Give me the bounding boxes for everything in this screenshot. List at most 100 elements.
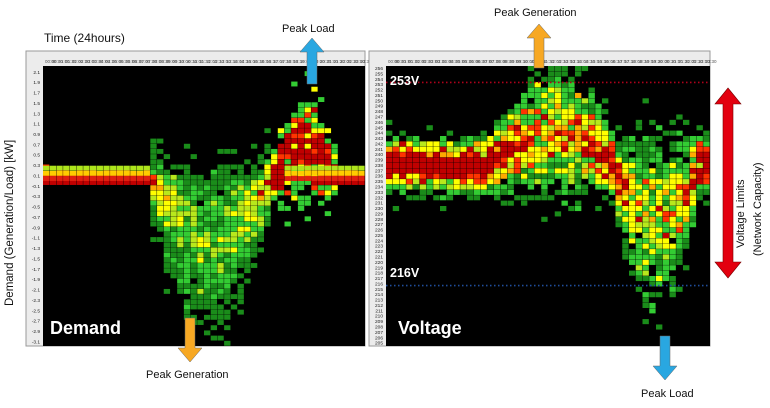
demand-cell bbox=[250, 226, 258, 232]
demand-cell bbox=[277, 128, 285, 134]
voltage-cell bbox=[669, 141, 676, 147]
demand-baseline-cell bbox=[130, 170, 137, 176]
voltage-cell bbox=[696, 173, 703, 179]
demand-cell bbox=[324, 195, 332, 201]
demand-cell bbox=[230, 164, 238, 170]
voltage-cell bbox=[575, 125, 582, 131]
voltage-cell bbox=[662, 130, 670, 136]
voltage-cell bbox=[514, 136, 521, 142]
demand-x-tick: 12:00 bbox=[206, 59, 218, 64]
demand-cell bbox=[271, 185, 278, 191]
voltage-cell bbox=[588, 157, 595, 163]
demand-cell bbox=[190, 288, 197, 294]
voltage-cell bbox=[581, 152, 589, 158]
demand-cell bbox=[136, 180, 144, 185]
demand-cell bbox=[177, 211, 184, 217]
voltage-cell bbox=[649, 227, 656, 233]
voltage-cell bbox=[554, 157, 562, 163]
voltage-cell bbox=[615, 162, 622, 168]
voltage-cell bbox=[386, 146, 393, 152]
voltage-cell bbox=[649, 119, 656, 125]
peak-load-arrow-right bbox=[652, 335, 678, 381]
voltage-cell bbox=[669, 189, 676, 195]
demand-cell bbox=[170, 247, 177, 253]
voltage-cell bbox=[419, 152, 427, 158]
voltage-cell bbox=[548, 87, 555, 93]
demand-cell bbox=[163, 200, 171, 206]
voltage-cell bbox=[629, 141, 636, 147]
voltage-cell bbox=[629, 211, 636, 217]
voltage-cell bbox=[602, 125, 609, 131]
voltage-cell bbox=[521, 109, 528, 115]
demand-cell bbox=[217, 294, 224, 300]
voltage-cell bbox=[561, 152, 568, 158]
voltage-cell bbox=[480, 152, 487, 158]
demand-cell bbox=[284, 133, 291, 139]
demand-cell bbox=[210, 180, 218, 185]
demand-cell bbox=[204, 226, 211, 232]
voltage-cell bbox=[541, 114, 548, 120]
voltage-x-tick: 00:30 bbox=[395, 59, 407, 64]
voltage-cell bbox=[500, 119, 508, 125]
voltage-cell bbox=[649, 173, 656, 179]
demand-cell bbox=[183, 221, 191, 227]
voltage-cell bbox=[473, 173, 481, 179]
demand-cell bbox=[257, 211, 264, 217]
demand-cell bbox=[250, 185, 258, 191]
demand-cell bbox=[103, 180, 110, 185]
voltage-cell bbox=[662, 189, 670, 195]
voltage-cell bbox=[507, 119, 514, 125]
demand-cell bbox=[190, 304, 197, 310]
voltage-cell bbox=[561, 168, 568, 174]
voltage-cell bbox=[568, 87, 575, 93]
voltage-cell bbox=[629, 249, 636, 255]
demand-cell bbox=[204, 299, 211, 305]
voltage-cell bbox=[683, 168, 690, 174]
demand-cell bbox=[224, 169, 231, 175]
demand-cell bbox=[163, 174, 171, 180]
demand-cell bbox=[150, 195, 157, 201]
voltage-cell bbox=[649, 238, 656, 244]
voltage-cell bbox=[703, 184, 710, 190]
voltage-cell bbox=[399, 179, 406, 185]
demand-baseline-cell bbox=[110, 176, 117, 181]
voltage-cell bbox=[656, 179, 663, 185]
demand-cell bbox=[170, 226, 177, 232]
demand-cell bbox=[331, 180, 338, 185]
voltage-cell bbox=[527, 103, 535, 109]
voltage-cell bbox=[683, 146, 690, 152]
demand-cell bbox=[163, 263, 171, 268]
voltage-cell bbox=[656, 152, 663, 158]
demand-cell bbox=[230, 273, 238, 279]
demand-baseline-cell bbox=[284, 165, 291, 171]
demand-baseline-cell bbox=[123, 165, 130, 171]
demand-x-tick: 20:30 bbox=[320, 59, 332, 64]
demand-cell bbox=[197, 247, 204, 253]
voltage-cell bbox=[676, 259, 683, 265]
voltage-cell bbox=[453, 162, 460, 168]
demand-cell bbox=[230, 231, 238, 237]
demand-cell bbox=[311, 128, 318, 134]
voltage-cell bbox=[480, 189, 487, 195]
voltage-cell bbox=[446, 162, 454, 168]
demand-cell bbox=[204, 294, 211, 300]
demand-cell bbox=[237, 190, 244, 196]
demand-cell bbox=[157, 206, 164, 211]
demand-cell bbox=[217, 273, 224, 279]
voltage-cell bbox=[554, 76, 562, 82]
voltage-cell bbox=[622, 179, 629, 185]
demand-cell bbox=[170, 242, 177, 248]
voltage-cell bbox=[561, 109, 568, 115]
voltage-cell bbox=[453, 168, 460, 174]
demand-cell bbox=[237, 164, 244, 170]
demand-cell bbox=[204, 283, 211, 289]
voltage-cell bbox=[575, 92, 582, 98]
demand-cell bbox=[237, 180, 244, 185]
demand-cell bbox=[177, 180, 184, 185]
voltage-cell bbox=[635, 152, 643, 158]
demand-cell bbox=[210, 206, 218, 211]
demand-cell bbox=[150, 185, 157, 191]
demand-cell bbox=[183, 273, 191, 279]
demand-cell bbox=[190, 268, 197, 274]
voltage-cell bbox=[561, 184, 568, 190]
